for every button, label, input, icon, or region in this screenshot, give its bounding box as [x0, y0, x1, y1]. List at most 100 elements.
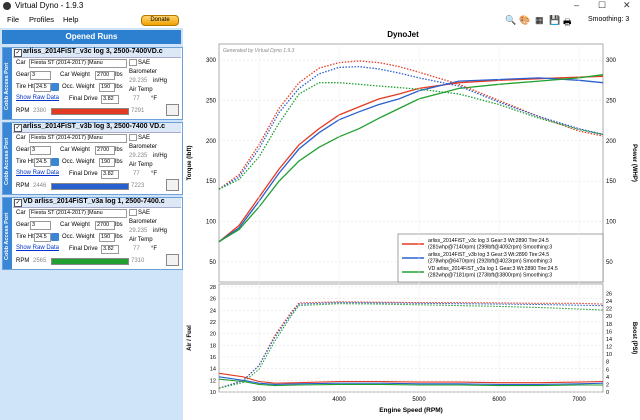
- y-tick-label: 12: [210, 378, 216, 384]
- show-raw-data-link[interactable]: Show Raw Data: [16, 170, 60, 176]
- car-label: Car: [16, 135, 26, 141]
- car-select[interactable]: Fiesta ST (2014-2017) [Manu: [29, 209, 127, 218]
- show-raw-data-link[interactable]: Show Raw Data: [16, 95, 60, 101]
- air-temp-unit: °F: [151, 96, 158, 102]
- x-tick-label: 5000: [412, 397, 426, 403]
- tire-input[interactable]: 24.5: [34, 83, 51, 92]
- sae-checkbox[interactable]: [129, 209, 137, 216]
- occ-weight-unit: lbs: [115, 84, 123, 90]
- car-weight-input[interactable]: 2700: [95, 71, 115, 80]
- tire-calc-icon[interactable]: [51, 83, 59, 91]
- tire-calc-icon[interactable]: [51, 233, 59, 241]
- occ-weight-label: Occ. Weight: [62, 159, 95, 165]
- run-visible-checkbox[interactable]: ✓: [14, 124, 22, 132]
- close-icon[interactable]: ✕: [623, 0, 631, 10]
- side-tab: Cobb Access Port: [3, 123, 12, 194]
- print-icon[interactable]: 🖶: [563, 17, 572, 27]
- save-icon[interactable]: 💾: [549, 15, 561, 25]
- car-weight-label: Car Weight: [60, 72, 90, 78]
- final-drive-input[interactable]: 3.82: [101, 170, 119, 179]
- car-weight-label: Car Weight: [60, 222, 90, 228]
- rpm-range-slider[interactable]: [51, 108, 129, 115]
- rpm-min: 2446: [33, 183, 47, 189]
- y2-tick-label: 200: [606, 139, 617, 145]
- y-tick-label: 10: [210, 390, 216, 396]
- x-axis-label: Engine Speed (RPM): [379, 407, 443, 414]
- barometer-label: Barometer: [129, 144, 158, 150]
- y-tick-label: 150: [206, 179, 217, 185]
- run-visible-checkbox[interactable]: ✓: [14, 49, 22, 57]
- air-temp-label: Air Temp: [129, 237, 153, 243]
- car-weight-unit: lbs: [115, 222, 123, 228]
- air-temp-value: 77: [133, 96, 140, 102]
- y-tick-label: 26: [210, 297, 216, 303]
- barometer-unit: in/Hg: [153, 78, 168, 84]
- barometer-label: Barometer: [129, 69, 158, 75]
- grid-icon[interactable]: ▦: [535, 15, 544, 25]
- y2-tick-label: 4: [606, 375, 609, 381]
- tire-input[interactable]: 24.5: [34, 158, 51, 167]
- barometer-unit: in/Hg: [153, 228, 168, 234]
- show-raw-data-link[interactable]: Show Raw Data: [16, 245, 60, 251]
- run-header: ✓ VD arliss_2014FiST_v3a log 1, 2500-740…: [13, 198, 181, 208]
- y2-tick-label: 16: [606, 329, 612, 335]
- menu-profiles[interactable]: Profiles: [29, 15, 55, 24]
- y-tick-label: 300: [206, 58, 217, 64]
- tire-input[interactable]: 24.5: [34, 233, 51, 242]
- menu-file[interactable]: File: [7, 15, 20, 24]
- occ-weight-unit: lbs: [115, 159, 123, 165]
- bottom-plot-frame: [218, 283, 604, 393]
- rpm-range-slider[interactable]: [51, 183, 129, 190]
- rpm-range-slider[interactable]: [51, 258, 129, 265]
- car-weight-input[interactable]: 2700: [95, 146, 115, 155]
- y2-tick-label: 14: [606, 337, 612, 343]
- occ-weight-input[interactable]: 190: [99, 83, 115, 92]
- run-panel: Cobb Access Port ✓ arliss_2014FiST_v3c l…: [2, 47, 183, 120]
- power-series-line: [218, 74, 604, 243]
- occ-weight-unit: lbs: [115, 234, 123, 240]
- donate-button[interactable]: Donate: [141, 15, 179, 26]
- chart-icon[interactable]: [166, 179, 179, 191]
- car-weight-unit: lbs: [115, 147, 123, 153]
- y2-tick-label: 50: [606, 260, 613, 266]
- occ-weight-input[interactable]: 190: [99, 233, 115, 242]
- barometer-value: 29.235: [129, 78, 148, 84]
- zoom-icon[interactable]: 🔍: [505, 15, 517, 25]
- gear-select[interactable]: 3: [30, 71, 51, 80]
- run-visible-checkbox[interactable]: ✓: [14, 199, 22, 207]
- final-drive-input[interactable]: 3.82: [101, 95, 119, 104]
- y-tick-label: 20: [210, 332, 216, 338]
- air_fuel-series-line: [218, 376, 604, 385]
- gear-select[interactable]: 3: [30, 146, 51, 155]
- power-series-line: [218, 75, 604, 243]
- menu-help[interactable]: Help: [63, 15, 79, 24]
- x-tick-label: 6000: [492, 397, 506, 403]
- rpm-min: 2380: [33, 108, 47, 114]
- smoothing-selector[interactable]: Smoothing: 3: [588, 16, 630, 23]
- y-tick-label: 22: [210, 320, 216, 326]
- chart-icon[interactable]: [166, 254, 179, 266]
- chart-icon[interactable]: [166, 104, 179, 116]
- gear-select[interactable]: 3: [30, 221, 51, 230]
- gear-label: Gear: [16, 147, 30, 153]
- car-weight-input[interactable]: 2700: [95, 221, 115, 230]
- y-tick-label: 16: [210, 355, 216, 361]
- sae-checkbox[interactable]: [129, 59, 137, 66]
- tire-label: Tire Ht: [16, 84, 34, 90]
- sae-checkbox[interactable]: [129, 134, 137, 141]
- run-panel: Cobb Access Port ✓ VD arliss_2014FiST_v3…: [2, 197, 183, 270]
- palette-icon[interactable]: 🎨: [519, 15, 531, 25]
- car-select[interactable]: Fiesta ST (2014-2017) [Manu: [29, 134, 127, 143]
- occ-weight-input[interactable]: 190: [99, 158, 115, 167]
- final-drive-input[interactable]: 3.82: [101, 245, 119, 254]
- maximize-icon[interactable]: ☐: [598, 0, 607, 10]
- barometer-label: Barometer: [129, 219, 158, 225]
- rpm-max: 7291: [131, 108, 145, 114]
- legend-entry: arliss_2014FiST_v3b log 3 Gear:3 Wt:2890…: [428, 252, 549, 258]
- tire-calc-icon[interactable]: [51, 158, 59, 166]
- y2-tick-label: 0: [606, 390, 609, 396]
- car-select[interactable]: Fiesta ST (2014-2017) [Manu: [29, 59, 127, 68]
- y2-axis-label: Power (WHP): [631, 144, 637, 182]
- minimize-icon[interactable]: –: [574, 0, 580, 10]
- runs-panel-header: Opened Runs: [2, 30, 181, 44]
